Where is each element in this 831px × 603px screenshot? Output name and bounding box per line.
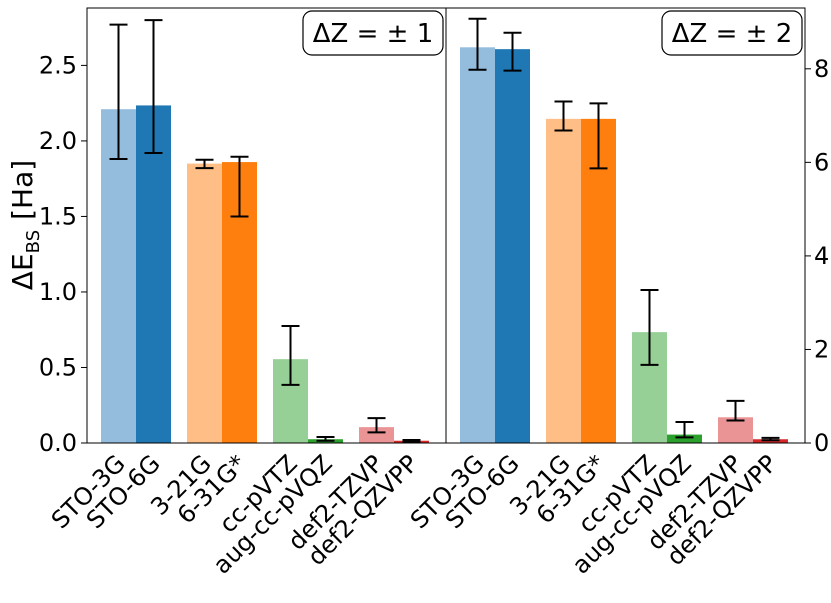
y-tick-label: 0.5 <box>39 353 77 381</box>
panel-1: STO-3GSTO-6G3-21G6-31G*cc-pVTZaug-cc-pVQ… <box>39 7 447 579</box>
panel-label-box <box>302 10 444 56</box>
bar-3-21g <box>187 163 222 443</box>
error-bar-6-31g- <box>589 102 608 170</box>
y-axis-title: ΔEBS [Ha] <box>6 160 44 290</box>
panel-frame <box>445 7 806 444</box>
panels-layer: STO-3GSTO-6G3-21G6-31G*cc-pVTZaug-cc-pVQ… <box>39 7 829 579</box>
y-axis-title-unit: [Ha] <box>6 160 39 220</box>
y-axis-title-subscript: BS <box>23 230 44 253</box>
error-bar-sto-6g <box>503 31 522 72</box>
bar-def2-tzvp <box>359 427 394 443</box>
y-tick-label: 1.5 <box>39 202 77 230</box>
panel-2: STO-3GSTO-6G3-21G6-31G*cc-pVTZaug-cc-pVQ… <box>405 7 829 579</box>
error-bar-3-21g <box>554 100 573 132</box>
panel-label-box <box>661 10 803 56</box>
y-tick-label: 0.0 <box>39 429 77 457</box>
bar-aug-cc-pvqz <box>667 434 702 443</box>
y-tick-label: 6 <box>814 148 829 176</box>
y-tick-label: 2.0 <box>39 127 77 155</box>
error-bar-def2-tzvp <box>367 417 386 434</box>
bar-3-21g <box>546 118 581 444</box>
error-bar-cc-pvtz <box>281 324 300 386</box>
y-tick-label: 0 <box>814 429 829 457</box>
y-tick-label: 4 <box>814 242 829 270</box>
bar-sto-6g <box>136 105 171 443</box>
error-bar-aug-cc-pvqz <box>316 435 335 442</box>
y-tick-label: 8 <box>814 55 829 83</box>
error-bar-sto-6g <box>144 19 163 154</box>
error-bar-def2-qzvpp <box>761 436 780 442</box>
error-bar-def2-qzvpp <box>402 438 421 443</box>
error-bar-cc-pvtz <box>640 289 659 366</box>
bar-sto-3g <box>101 109 136 444</box>
y-axis-title-main: ΔE <box>6 253 39 290</box>
error-bar-3-21g <box>195 158 214 170</box>
error-bar-def2-tzvp <box>726 399 745 422</box>
bar-def2-tzvp <box>718 417 753 443</box>
error-bar-sto-3g <box>109 23 128 161</box>
bar-sto-3g <box>460 47 495 444</box>
bar-6-31g- <box>581 118 616 444</box>
y-tick-label: 1.0 <box>39 278 77 306</box>
error-bar-aug-cc-pvqz <box>675 420 694 439</box>
panel-label: ΔZ = ± 2 <box>672 19 793 49</box>
error-bar-6-31g- <box>230 155 249 218</box>
y-tick-label: 2 <box>814 335 829 363</box>
bar-sto-6g <box>495 49 530 444</box>
y-tick-label: 2.5 <box>39 51 77 79</box>
error-bar-sto-3g <box>468 17 487 71</box>
panel-label: ΔZ = ± 1 <box>313 19 434 49</box>
